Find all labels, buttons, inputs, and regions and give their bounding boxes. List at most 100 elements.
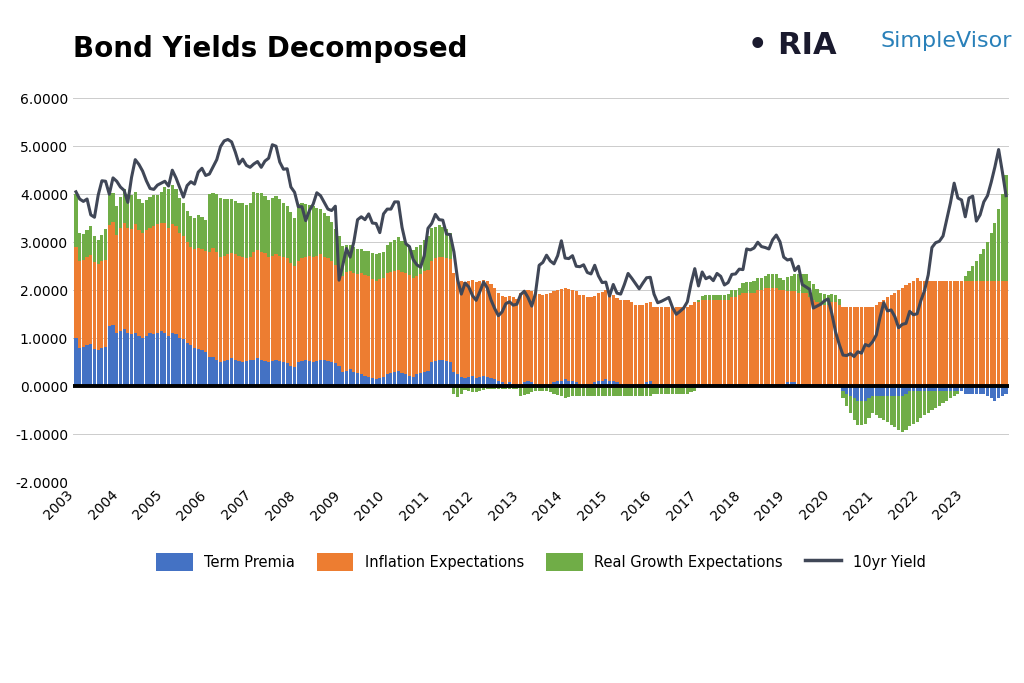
Bar <box>233 201 237 254</box>
Bar <box>352 247 355 273</box>
Bar <box>611 382 614 387</box>
Bar <box>386 273 389 374</box>
Bar <box>538 385 541 387</box>
Bar <box>705 300 708 384</box>
Bar <box>297 204 300 262</box>
Bar <box>708 384 712 387</box>
Bar <box>549 387 552 392</box>
Bar <box>597 292 600 382</box>
Bar <box>323 213 326 257</box>
Bar <box>245 206 248 258</box>
Bar <box>849 387 852 396</box>
Bar <box>282 203 285 257</box>
Bar <box>760 384 763 387</box>
Bar <box>260 360 263 387</box>
Bar <box>812 300 815 384</box>
Bar <box>356 275 359 373</box>
Bar <box>178 233 181 338</box>
Bar <box>730 384 733 387</box>
Bar <box>471 376 474 387</box>
Bar <box>404 374 408 387</box>
Bar <box>638 305 641 384</box>
Bar <box>897 387 900 396</box>
Bar <box>697 384 700 387</box>
Bar <box>93 236 96 262</box>
Bar <box>782 384 785 387</box>
Bar <box>627 387 630 396</box>
Bar <box>560 290 563 380</box>
Bar <box>719 295 722 300</box>
Bar <box>682 384 685 387</box>
Bar <box>630 387 634 396</box>
Bar <box>485 377 488 387</box>
Bar <box>700 384 703 387</box>
Bar <box>723 384 726 387</box>
Bar <box>867 387 870 398</box>
Bar <box>989 281 993 387</box>
Bar <box>494 387 497 389</box>
Bar <box>526 387 529 393</box>
Bar <box>686 384 689 387</box>
Bar <box>826 295 829 305</box>
Bar <box>282 362 285 387</box>
Bar <box>304 204 307 257</box>
Bar <box>734 290 737 298</box>
Bar <box>282 257 285 362</box>
Bar <box>267 257 270 362</box>
Bar <box>233 254 237 360</box>
Bar <box>311 206 314 257</box>
Bar <box>416 374 419 387</box>
Bar <box>805 292 808 384</box>
Bar <box>664 384 667 387</box>
Bar <box>504 298 507 384</box>
Bar <box>341 246 344 276</box>
Bar <box>93 262 96 349</box>
Bar <box>144 336 147 387</box>
Bar <box>593 296 596 382</box>
Bar <box>144 230 147 336</box>
Bar <box>638 384 641 387</box>
Bar <box>201 249 204 350</box>
Text: SimpleVisor: SimpleVisor <box>881 31 1012 51</box>
Bar <box>959 281 964 387</box>
Bar <box>927 391 930 413</box>
Bar <box>764 276 767 288</box>
Bar <box>915 387 919 391</box>
Bar <box>641 384 644 387</box>
Bar <box>108 225 111 326</box>
Bar <box>986 281 989 387</box>
Bar <box>608 380 611 387</box>
Bar <box>997 281 1000 387</box>
Bar <box>1005 175 1008 281</box>
Bar <box>375 254 378 281</box>
Bar <box>504 387 507 389</box>
Bar <box>823 384 826 387</box>
Bar <box>453 273 456 372</box>
Bar <box>497 382 500 387</box>
Bar <box>689 387 692 392</box>
Bar <box>352 372 355 387</box>
Bar <box>408 376 411 387</box>
Bar <box>485 387 488 389</box>
Bar <box>375 379 378 387</box>
Bar <box>364 275 367 376</box>
Bar <box>968 271 971 281</box>
Bar <box>556 387 559 395</box>
Bar <box>238 361 241 387</box>
Bar <box>137 230 140 336</box>
Bar <box>586 384 589 387</box>
Bar <box>215 194 218 252</box>
Bar <box>741 292 744 384</box>
Bar <box>334 229 337 265</box>
Bar <box>318 254 323 360</box>
Bar <box>359 374 362 387</box>
Bar <box>82 347 85 387</box>
Bar <box>270 361 273 387</box>
Bar <box>323 360 326 387</box>
Bar <box>75 247 78 338</box>
Bar <box>489 378 493 387</box>
Bar <box>767 275 770 288</box>
Bar <box>338 236 341 270</box>
Bar <box>734 298 737 384</box>
Bar <box>108 194 111 225</box>
